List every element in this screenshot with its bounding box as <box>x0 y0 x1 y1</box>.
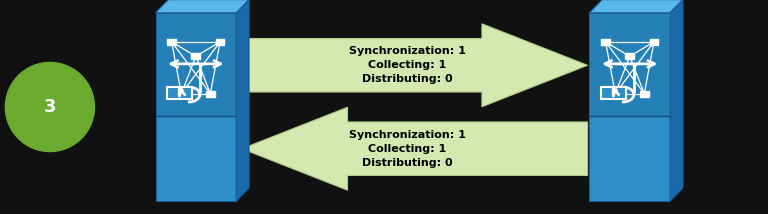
Polygon shape <box>155 0 249 13</box>
Polygon shape <box>242 24 588 107</box>
Polygon shape <box>237 0 249 201</box>
Bar <box>177 91 186 97</box>
Bar <box>625 54 634 59</box>
Polygon shape <box>242 107 588 190</box>
Text: P: P <box>176 88 184 98</box>
Polygon shape <box>589 0 683 13</box>
Bar <box>650 39 658 45</box>
Bar <box>167 39 176 45</box>
Bar <box>601 39 610 45</box>
Bar <box>611 91 620 97</box>
Polygon shape <box>589 116 670 201</box>
Ellipse shape <box>5 62 94 152</box>
Polygon shape <box>589 13 670 116</box>
Text: Synchronization: 1
Collecting: 1
Distributing: 0: Synchronization: 1 Collecting: 1 Distrib… <box>349 130 465 168</box>
Polygon shape <box>155 116 237 201</box>
Polygon shape <box>155 13 237 116</box>
Bar <box>640 91 649 97</box>
FancyBboxPatch shape <box>167 87 193 99</box>
Polygon shape <box>670 0 683 201</box>
Bar <box>191 54 200 59</box>
Bar <box>216 39 224 45</box>
Bar <box>206 91 215 97</box>
Text: 3: 3 <box>44 98 56 116</box>
Text: Synchronization: 1
Collecting: 1
Distributing: 0: Synchronization: 1 Collecting: 1 Distrib… <box>349 46 465 84</box>
Text: P: P <box>610 88 617 98</box>
FancyBboxPatch shape <box>601 87 627 99</box>
